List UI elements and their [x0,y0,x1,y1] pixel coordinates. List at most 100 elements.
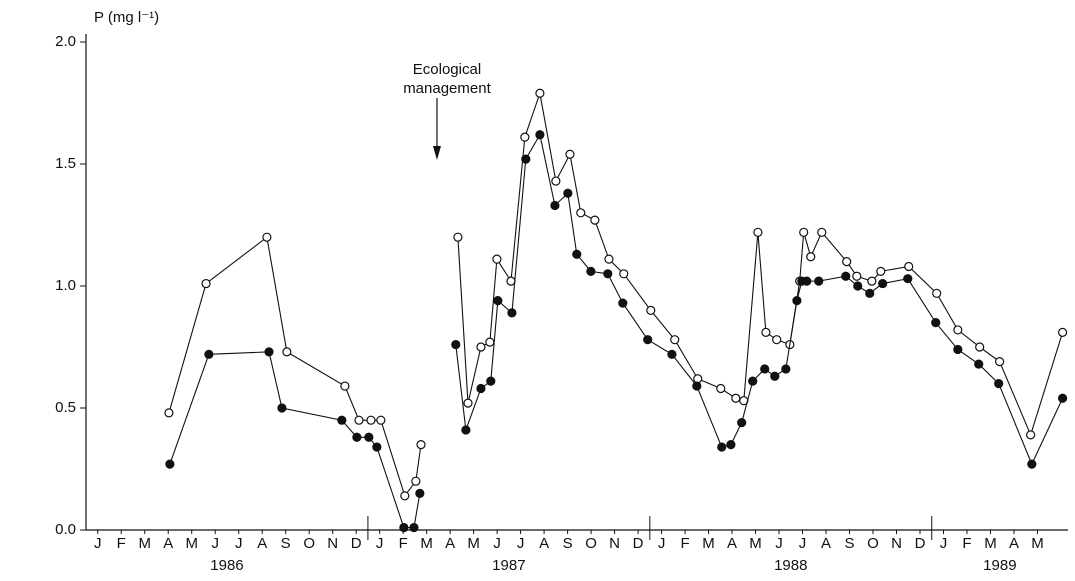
data-point [400,491,410,501]
x-tick-label: F [117,535,126,552]
data-point [453,232,463,242]
data-point [204,349,214,359]
data-point [399,522,409,533]
data-point [761,327,771,337]
data-point [262,232,272,242]
series-line [169,351,421,529]
data-point [486,376,496,386]
data-point [619,269,629,279]
data-point [852,271,862,281]
data-point [667,349,677,359]
data-point [618,298,628,308]
data-point [792,296,802,306]
x-tick-label: O [867,535,879,552]
data-point [692,381,702,391]
data-point [753,227,763,237]
data-point [853,281,863,291]
x-tick-label: D [351,535,362,552]
x-tick-label: J [658,535,666,552]
x-tick-label: F [399,535,408,552]
data-point [364,432,374,442]
data-point [340,381,350,391]
data-point [717,442,727,452]
series-line [457,91,1064,437]
data-point [932,288,942,298]
data-point [521,154,531,164]
data-point [799,227,809,237]
data-point [731,393,741,403]
x-tick-label: J [235,535,243,552]
data-point [643,335,653,345]
data-point [352,432,362,442]
data-point [817,227,827,237]
series-line [168,236,422,498]
data-point [903,274,913,284]
data-point [1057,327,1068,337]
y-axis-label: P (mg l⁻¹) [94,9,159,26]
data-point [576,208,586,218]
data-point [376,415,386,425]
data-point [277,403,287,413]
x-tick-label: F [962,535,971,552]
data-point [726,440,736,450]
data-point [770,371,780,381]
data-point [994,379,1004,389]
data-point [565,149,575,159]
x-tick-label: O [303,535,315,552]
x-tick-label: A [1009,535,1019,552]
data-point [476,342,486,352]
x-tick-label: D [633,535,644,552]
data-point [164,408,174,418]
x-tick-label: J [493,535,501,552]
data-point [748,376,758,386]
x-tick-label: F [680,535,689,552]
data-point [781,364,791,374]
year-label: 1988 [774,557,807,574]
data-point [931,318,941,328]
data-point [975,342,985,352]
data-point [492,254,502,264]
data-point [535,88,545,98]
x-tick-label: N [891,535,902,552]
data-point [865,288,875,298]
x-tick-label: N [327,535,338,552]
x-tick-label: M [702,535,715,552]
data-point [463,398,473,408]
data-point [1026,430,1036,440]
x-tick-label: J [376,535,384,552]
data-point [476,383,486,394]
x-tick-label: S [563,535,573,552]
x-tick-label: A [257,535,267,552]
x-tick-label: J [517,535,525,552]
y-tick-label: 0.0 [55,521,76,538]
x-tick-label: M [138,535,151,552]
data-point [693,374,703,384]
x-tick-label: N [609,535,620,552]
x-tick-label: M [467,535,480,552]
data-point [737,418,747,428]
data-point [953,344,963,355]
x-tick-label: J [775,535,783,552]
data-point [603,269,613,279]
data-point [411,476,421,486]
data-point [506,276,516,286]
data-point [841,271,851,281]
x-tick-label: A [821,535,831,552]
y-tick-label: 1.0 [55,277,76,294]
x-tick-label: A [163,535,173,552]
data-point [646,305,656,315]
year-label: 1986 [210,557,243,574]
data-point [802,276,812,286]
data-point [953,325,963,335]
data-point [1027,459,1037,469]
x-tick-label: A [445,535,455,552]
y-tick-label: 2.0 [55,33,76,50]
data-point [507,308,517,318]
data-point [451,339,461,350]
year-label: 1989 [983,557,1016,574]
x-tick-label: J [94,535,102,552]
data-point [337,415,347,425]
data-point [201,278,211,289]
data-point [461,425,471,435]
